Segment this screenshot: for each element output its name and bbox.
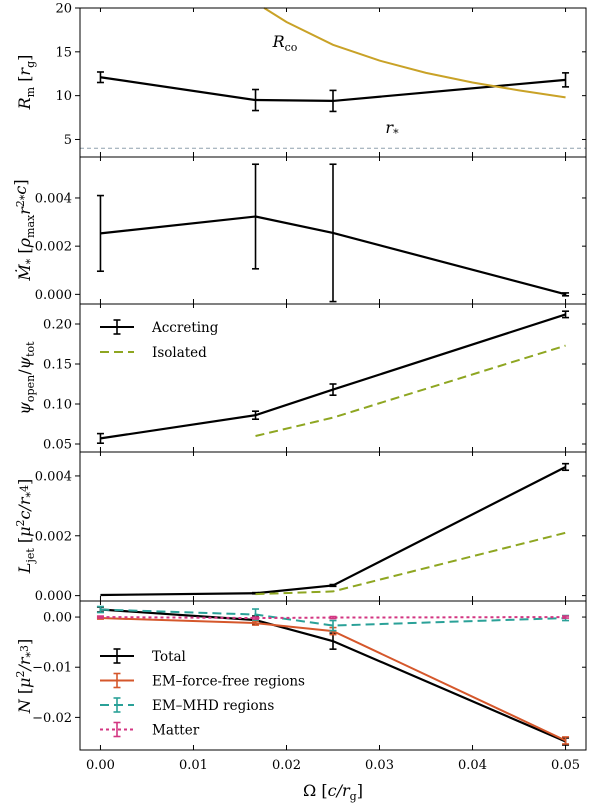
series-line-matter bbox=[100, 616, 566, 620]
series-line-series-1 bbox=[100, 76, 566, 103]
y-tick-label: −0.02 bbox=[32, 711, 72, 726]
axes-frame bbox=[79, 600, 587, 751]
annotation-r-star: r* bbox=[385, 118, 399, 140]
series-line-accreting bbox=[100, 313, 566, 440]
error-bar bbox=[329, 619, 337, 632]
series-line-total bbox=[100, 608, 566, 743]
error-bar bbox=[96, 605, 104, 614]
error-bar bbox=[96, 194, 104, 273]
axes-frame bbox=[79, 451, 587, 602]
y-tick-label: 0.002 bbox=[35, 529, 72, 544]
error-bar bbox=[329, 383, 337, 397]
error-bar bbox=[96, 432, 104, 445]
error-bar bbox=[329, 89, 337, 113]
ylabel-torque-text: N [μ2/r*3] bbox=[14, 639, 37, 715]
panel-1: 5 10 15 20 bbox=[55, 2, 587, 158]
panel-4: 0.000 0.002 0.004 bbox=[35, 451, 587, 604]
legend-panel-3: Accreting Isolated bbox=[100, 319, 219, 361]
ylabel-ljet: Ljet [μ2c/r*4] bbox=[14, 479, 37, 574]
ylabel-torque: N [μ2/r*3] bbox=[14, 639, 37, 715]
x-tick-label: 0.04 bbox=[458, 758, 487, 773]
ylabel-mdot: Ṁ* [ρmaxr2*c] bbox=[11, 179, 37, 281]
axes-frame bbox=[79, 7, 587, 158]
x-tick-label: 0.05 bbox=[551, 758, 580, 773]
y-tick-label: 0.000 bbox=[35, 589, 72, 604]
error-bar bbox=[562, 736, 570, 745]
error-bar bbox=[562, 72, 570, 88]
ylabel-rm: Rm [rg] bbox=[15, 55, 37, 111]
y-tick-label: 0.000 bbox=[35, 288, 72, 303]
error-bar bbox=[329, 615, 337, 620]
y-tick-label: 0.004 bbox=[35, 469, 72, 484]
error-bar bbox=[329, 583, 337, 588]
y-tick-label: 0.15 bbox=[43, 358, 72, 373]
x-tick-label: 0.03 bbox=[365, 758, 394, 773]
error-bar bbox=[562, 462, 570, 472]
series-line-series-1 bbox=[100, 465, 567, 597]
xlabel-omega: Ω [c/rg] bbox=[303, 781, 363, 803]
legend-label: EM–MHD regions bbox=[152, 698, 274, 714]
y-tick-label: 0.05 bbox=[43, 438, 72, 453]
series-line-r-co bbox=[263, 7, 566, 99]
y-tick-label: −0.01 bbox=[32, 661, 72, 676]
series-line-em-force-free-regions bbox=[100, 617, 566, 742]
y-tick-label: 5 bbox=[64, 133, 72, 148]
error-bar bbox=[96, 71, 104, 84]
y-tick-label: 0.20 bbox=[43, 318, 72, 333]
legend-label: Accreting bbox=[151, 320, 219, 336]
ylabel-psi-text: ψopen/ψtot bbox=[15, 341, 37, 415]
error-bar bbox=[252, 88, 260, 112]
y-tick-label: 0.00 bbox=[43, 611, 72, 626]
y-tick-label: 0.004 bbox=[35, 191, 72, 206]
y-tick-label: 0.002 bbox=[35, 240, 72, 255]
ylabel-ljet-text: Ljet [μ2c/r*4] bbox=[14, 479, 37, 574]
x-tick-label: 0.02 bbox=[272, 758, 301, 773]
legend-panel-5: Total EM–force-free regions EM–MHD regions… bbox=[100, 648, 305, 739]
panel-5: −0.02 −0.01 0.00 0.00 0.01 0.02 0.03 0.04 0.05 bbox=[32, 600, 587, 773]
ylabel-psi: ψopen/ψtot bbox=[15, 341, 37, 415]
error-bar bbox=[252, 616, 260, 620]
legend-label: Isolated bbox=[152, 345, 207, 361]
legend-label: EM–force-free regions bbox=[152, 674, 305, 690]
legend-label: Matter bbox=[152, 723, 200, 739]
y-tick-label: 0.10 bbox=[43, 398, 72, 413]
x-tick-label: 0.00 bbox=[86, 758, 115, 773]
error-bar bbox=[329, 163, 337, 303]
y-tick-label: 15 bbox=[55, 45, 72, 60]
annotation-rco: Rco bbox=[272, 32, 298, 54]
ylabel-rm-text: Rm [rg] bbox=[15, 55, 37, 111]
legend-label: Total bbox=[152, 649, 186, 665]
error-bar bbox=[562, 310, 570, 319]
series-line-series-2 bbox=[255, 531, 566, 596]
error-bar bbox=[252, 163, 260, 270]
y-tick-label: 10 bbox=[55, 89, 72, 104]
error-bar bbox=[562, 615, 570, 619]
series-line-isolated bbox=[255, 344, 566, 437]
x-tick-label: 0.01 bbox=[179, 758, 208, 773]
error-bar bbox=[96, 615, 104, 619]
error-bar bbox=[252, 410, 260, 421]
series-line-series-1 bbox=[100, 215, 566, 296]
ylabel-mdot-text: Ṁ* [ρmaxr2*c] bbox=[11, 179, 37, 281]
panel-2: 0.000 0.002 0.004 bbox=[35, 156, 587, 305]
error-bar bbox=[252, 620, 260, 626]
y-tick-label: 20 bbox=[55, 2, 72, 17]
series-line-em-mhd-regions bbox=[100, 608, 566, 627]
error-bar bbox=[562, 292, 570, 297]
